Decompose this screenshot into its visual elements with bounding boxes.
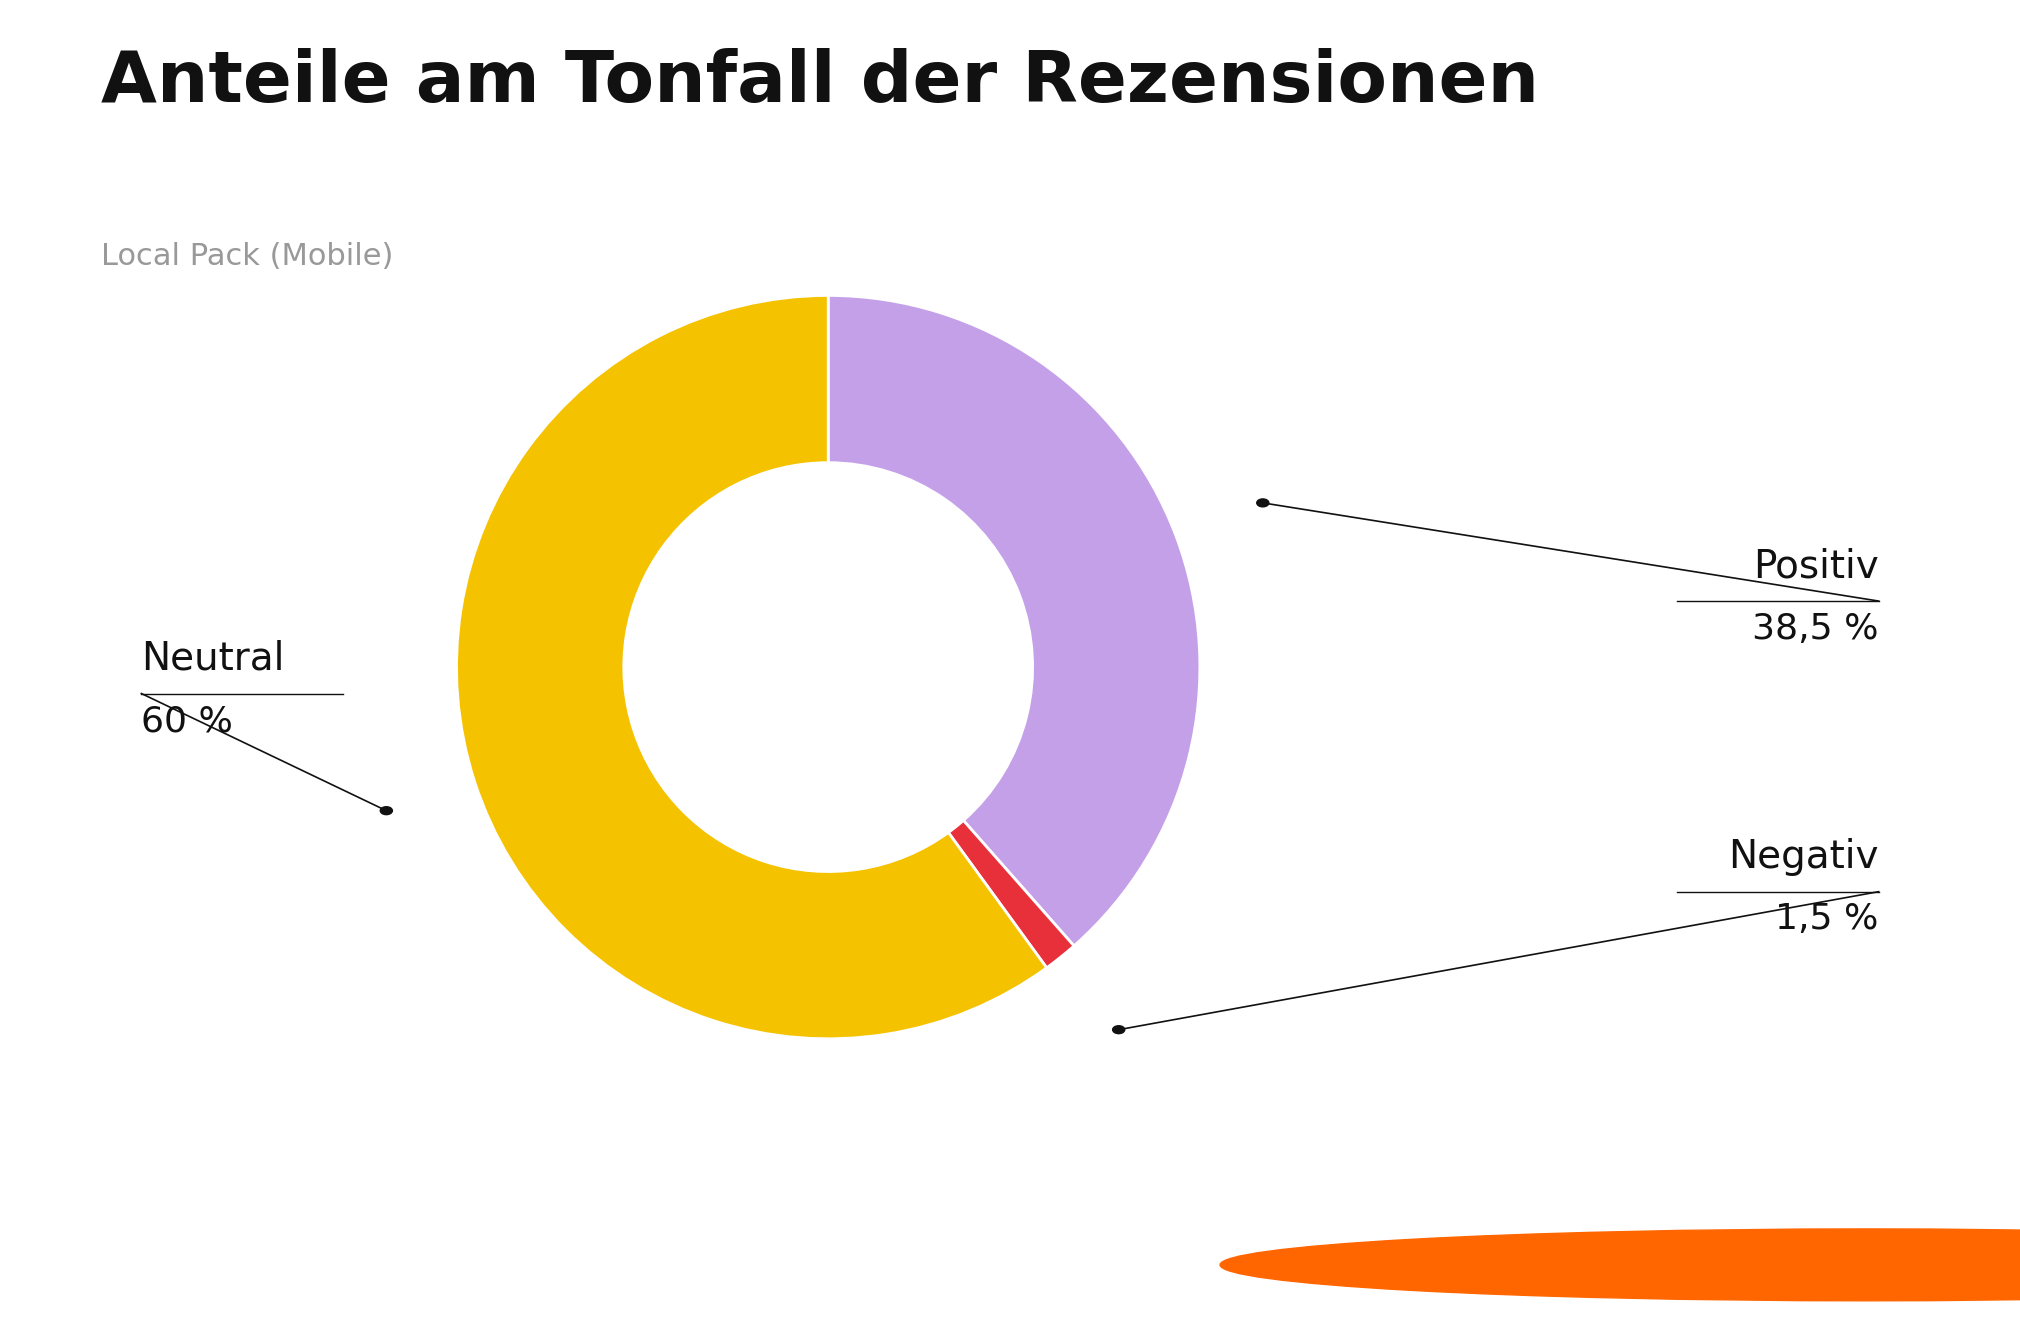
Text: Neutral: Neutral [141, 639, 285, 678]
Text: 60 %: 60 % [141, 704, 232, 738]
Text: 1,5 %: 1,5 % [1776, 902, 1879, 937]
Text: 38,5 %: 38,5 % [1751, 612, 1879, 646]
Wedge shape [457, 296, 1046, 1038]
Wedge shape [828, 296, 1200, 946]
Text: semrush.com: semrush.com [61, 1251, 267, 1279]
Text: Negativ: Negativ [1727, 838, 1879, 876]
Text: Anteile am Tonfall der Rezensionen: Anteile am Tonfall der Rezensionen [101, 49, 1539, 118]
Circle shape [1220, 1229, 2020, 1301]
Wedge shape [947, 820, 1075, 968]
Text: Local Pack (Mobile): Local Pack (Mobile) [101, 242, 394, 271]
Text: Positiv: Positiv [1753, 547, 1879, 585]
Text: SEMRUSH: SEMRUSH [1753, 1246, 1969, 1284]
